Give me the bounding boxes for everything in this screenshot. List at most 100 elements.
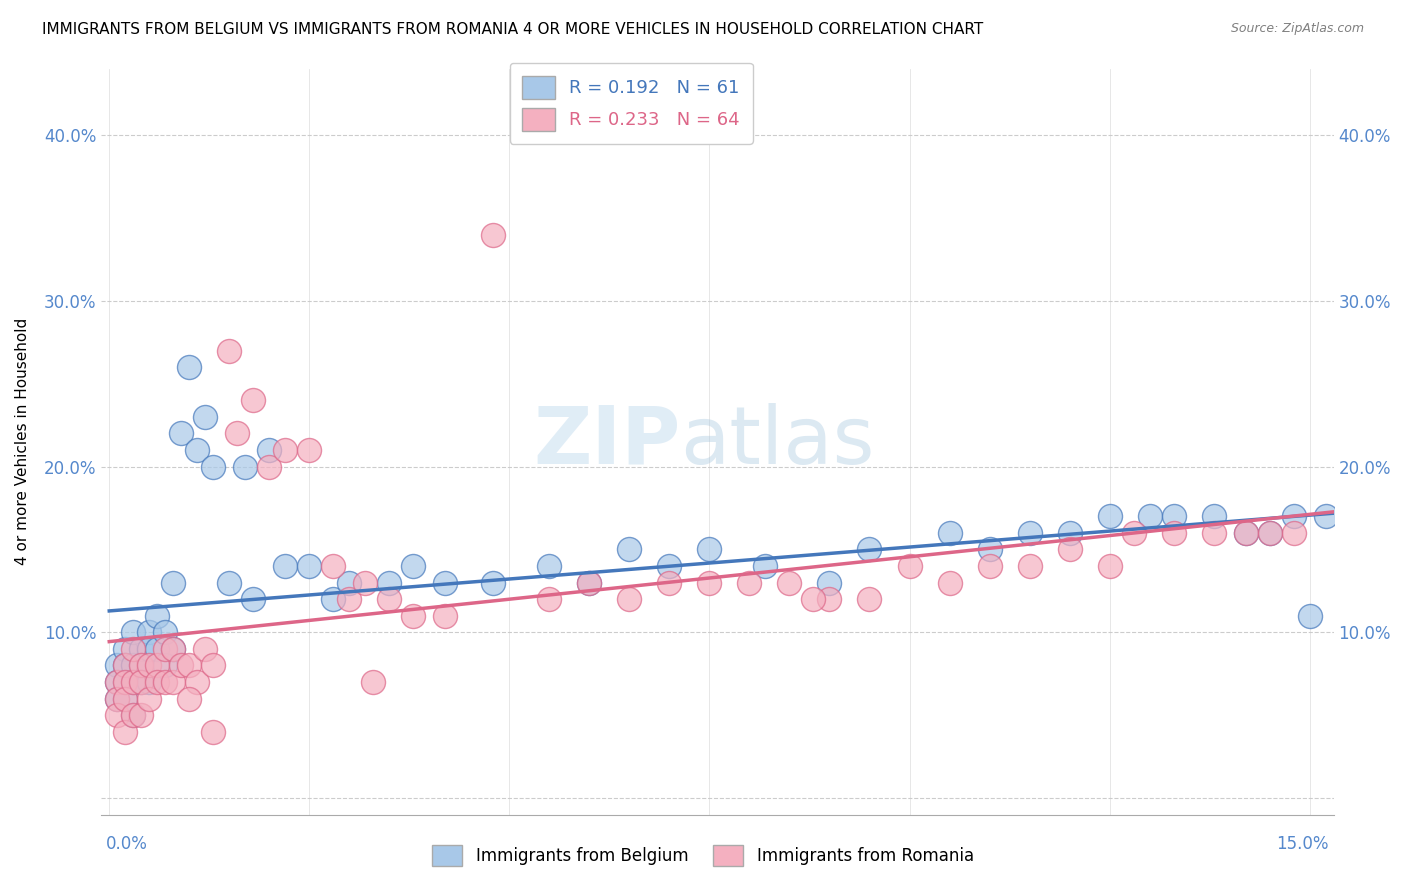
Point — [202, 658, 225, 673]
Point — [138, 675, 160, 690]
Point — [818, 592, 841, 607]
Point — [129, 708, 152, 723]
Point — [129, 641, 152, 656]
Point — [155, 675, 177, 690]
Point — [1298, 608, 1320, 623]
Point — [658, 558, 681, 573]
Point — [1282, 525, 1305, 540]
Point — [170, 426, 193, 441]
Point — [233, 459, 256, 474]
Point — [738, 575, 761, 590]
Point — [578, 575, 600, 590]
Point — [202, 459, 225, 474]
Y-axis label: 4 or more Vehicles in Household: 4 or more Vehicles in Household — [15, 318, 30, 566]
Point — [1139, 509, 1161, 524]
Point — [1163, 509, 1185, 524]
Point — [162, 575, 184, 590]
Point — [482, 575, 505, 590]
Point — [274, 558, 297, 573]
Point — [858, 592, 880, 607]
Point — [122, 708, 145, 723]
Point — [179, 658, 201, 673]
Point — [402, 608, 425, 623]
Point — [155, 641, 177, 656]
Point — [1098, 509, 1121, 524]
Point — [1202, 509, 1225, 524]
Point — [1202, 525, 1225, 540]
Point — [298, 442, 321, 457]
Point — [298, 558, 321, 573]
Point — [122, 641, 145, 656]
Point — [186, 675, 208, 690]
Point — [658, 575, 681, 590]
Point — [162, 641, 184, 656]
Point — [122, 658, 145, 673]
Point — [122, 675, 145, 690]
Point — [179, 691, 201, 706]
Point — [1234, 525, 1257, 540]
Point — [146, 641, 169, 656]
Point — [1282, 509, 1305, 524]
Point — [699, 542, 721, 557]
Point — [322, 558, 344, 573]
Point — [242, 393, 264, 408]
Point — [105, 658, 128, 673]
Point — [778, 575, 800, 590]
Point — [179, 360, 201, 375]
Point — [105, 675, 128, 690]
Legend: Immigrants from Belgium, Immigrants from Romania: Immigrants from Belgium, Immigrants from… — [426, 838, 980, 873]
Point — [1018, 525, 1040, 540]
Point — [938, 575, 960, 590]
Point — [155, 658, 177, 673]
Point — [1098, 558, 1121, 573]
Point — [337, 592, 360, 607]
Point — [259, 459, 281, 474]
Point — [354, 575, 377, 590]
Point — [619, 592, 641, 607]
Point — [803, 592, 825, 607]
Point — [619, 542, 641, 557]
Point — [114, 724, 136, 739]
Point — [938, 525, 960, 540]
Point — [1258, 525, 1281, 540]
Point — [105, 691, 128, 706]
Point — [699, 575, 721, 590]
Point — [218, 575, 240, 590]
Point — [1234, 525, 1257, 540]
Point — [146, 675, 169, 690]
Point — [170, 658, 193, 673]
Point — [114, 658, 136, 673]
Point — [337, 575, 360, 590]
Point — [122, 675, 145, 690]
Point — [378, 592, 401, 607]
Point — [114, 675, 136, 690]
Text: ZIP: ZIP — [533, 402, 681, 481]
Point — [979, 542, 1001, 557]
Point — [105, 708, 128, 723]
Point — [146, 608, 169, 623]
Point — [434, 575, 457, 590]
Point — [1163, 525, 1185, 540]
Point — [434, 608, 457, 623]
Point — [114, 675, 136, 690]
Point — [218, 343, 240, 358]
Point — [322, 592, 344, 607]
Point — [898, 558, 921, 573]
Point — [1059, 542, 1081, 557]
Point — [1059, 525, 1081, 540]
Point — [242, 592, 264, 607]
Point — [754, 558, 776, 573]
Point — [402, 558, 425, 573]
Point — [138, 691, 160, 706]
Point — [202, 724, 225, 739]
Point — [146, 658, 169, 673]
Point — [378, 575, 401, 590]
Point — [129, 675, 152, 690]
Point — [538, 558, 561, 573]
Text: 0.0%: 0.0% — [105, 835, 148, 853]
Point — [122, 708, 145, 723]
Point — [114, 658, 136, 673]
Point — [122, 625, 145, 640]
Point — [129, 675, 152, 690]
Point — [259, 442, 281, 457]
